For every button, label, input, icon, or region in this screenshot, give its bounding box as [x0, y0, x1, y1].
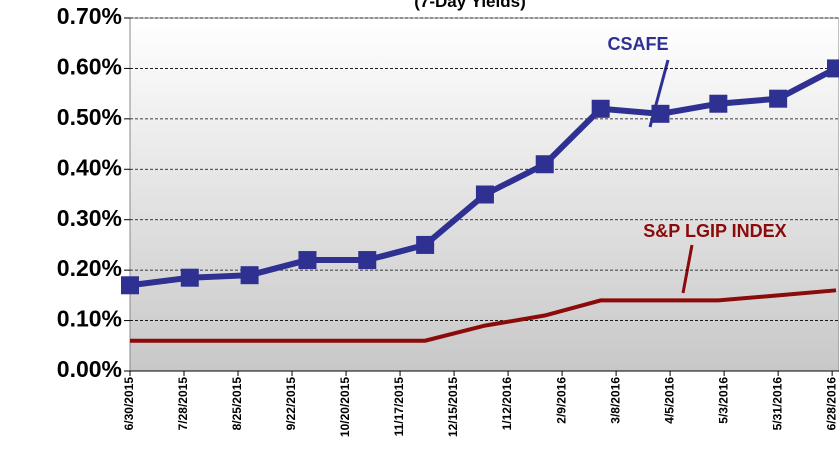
x-tick-label: 11/17/2015	[392, 377, 406, 437]
point	[358, 251, 377, 270]
series-line	[130, 288, 837, 343]
series-label: CSAFE	[607, 34, 668, 54]
point	[651, 104, 670, 123]
x-tick-label: 1/12/2016	[500, 377, 514, 431]
point	[180, 268, 199, 287]
x-tick-label: 12/15/2015	[446, 377, 460, 437]
point	[475, 185, 494, 204]
y-tick-label: 0.20%	[57, 255, 122, 281]
y-tick-label: 0.10%	[57, 306, 122, 332]
point	[535, 155, 554, 174]
y-tick-label: 0.60%	[57, 54, 122, 80]
y-tick-label: 0.40%	[57, 154, 122, 180]
chart-title: (7-Day Yields)	[414, 0, 526, 11]
x-tick-label: 6/28/2016	[824, 377, 838, 431]
y-tick-label: 0.30%	[57, 205, 122, 231]
x-tick-label: 7/28/2015	[176, 377, 190, 431]
y-tick-label: 0.50%	[57, 104, 122, 130]
point	[709, 94, 728, 113]
x-tick-label: 4/5/2016	[662, 377, 676, 424]
x-tick-label: 5/31/2016	[770, 377, 784, 431]
point	[416, 235, 435, 254]
point	[121, 276, 139, 295]
point	[827, 59, 839, 78]
y-tick-label: 0.00%	[57, 356, 122, 382]
x-tick-label: 3/8/2016	[608, 377, 622, 424]
x-tick-label: 9/22/2015	[284, 377, 298, 431]
x-tick-label: 10/20/2015	[338, 377, 352, 437]
y-tick-label: 0.70%	[57, 3, 122, 29]
point	[591, 99, 610, 118]
point	[240, 266, 259, 285]
x-tick-label: 8/25/2015	[230, 377, 244, 431]
x-tick-label: 2/9/2016	[554, 377, 568, 424]
sp-leader	[681, 244, 694, 294]
x-tick-label: 6/30/2015	[122, 377, 136, 431]
point	[298, 251, 317, 270]
point	[769, 89, 788, 108]
series-label: S&P LGIP INDEX	[643, 221, 786, 241]
x-tick-label: 5/3/2016	[716, 377, 730, 424]
